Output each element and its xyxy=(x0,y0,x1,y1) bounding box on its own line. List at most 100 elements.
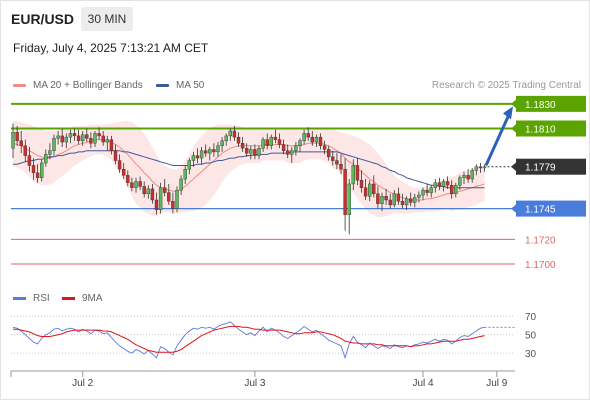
rsi-line xyxy=(12,321,485,360)
candle-body xyxy=(179,178,183,191)
candle-body xyxy=(445,181,450,186)
candle-body xyxy=(335,160,339,165)
candle-body xyxy=(48,150,52,155)
candle-body xyxy=(228,130,233,137)
current-label-pointer-1.1779 xyxy=(511,161,517,172)
resistance-label-1.1810: 1.1810 xyxy=(525,125,556,136)
x-tick-label-Jul 3: Jul 3 xyxy=(244,378,266,389)
candle-body xyxy=(19,140,23,146)
candle-body xyxy=(343,168,347,215)
candle-body xyxy=(31,165,36,174)
candle-body xyxy=(64,136,69,143)
candle-body xyxy=(80,134,85,142)
rsi-tick-label-50: 50 xyxy=(525,331,537,342)
candle-body xyxy=(331,156,335,161)
candle-body xyxy=(97,133,101,137)
candle-body xyxy=(384,196,388,201)
resistance-label-1.1830: 1.1830 xyxy=(525,100,556,111)
ma50-legend-label: MA 50 xyxy=(176,80,205,91)
candle-body xyxy=(167,192,171,202)
x-tick-label-Jul 4: Jul 4 xyxy=(412,378,434,389)
candle-body xyxy=(339,164,343,170)
chart-header: EUR/USD 30 MIN xyxy=(0,0,590,36)
candle-body xyxy=(93,133,97,144)
candle-body xyxy=(203,150,208,154)
candle-body xyxy=(146,188,151,195)
candle-body xyxy=(35,172,40,178)
rsi-swatch xyxy=(13,297,26,300)
candle-body xyxy=(318,136,323,146)
candle-body xyxy=(314,136,319,143)
candle-body xyxy=(376,193,380,204)
candle-body xyxy=(298,140,302,146)
candle-body xyxy=(68,133,73,138)
candle-body xyxy=(372,183,376,195)
x-tick-label-Jul 9: Jul 9 xyxy=(486,378,508,389)
rsi-tick-label-70: 70 xyxy=(525,312,537,323)
candle-body xyxy=(158,187,163,211)
candle-body xyxy=(425,189,429,193)
candle-body xyxy=(154,199,159,211)
candle-body xyxy=(183,168,187,180)
candle-body xyxy=(290,150,294,155)
candle-body xyxy=(322,145,327,150)
rsi-legend-label: RSI xyxy=(33,293,50,304)
candle-body xyxy=(126,175,130,183)
candle-body xyxy=(380,196,384,204)
rsi-tick-label-30: 30 xyxy=(525,349,537,360)
candle-body xyxy=(302,133,306,142)
candle-body xyxy=(388,199,392,206)
bollinger-legend-label: MA 20 + Bollinger Bands xyxy=(33,80,143,91)
candle-body xyxy=(85,134,89,139)
candle-body xyxy=(273,136,278,140)
candle-body xyxy=(208,149,212,154)
current-label-1.1779: 1.1779 xyxy=(525,163,556,174)
candle-body xyxy=(433,182,437,188)
candle-body xyxy=(212,149,216,153)
candle-body xyxy=(109,139,114,151)
pivot-label-pointer-1.1745 xyxy=(511,203,517,214)
candle-body xyxy=(327,149,331,158)
candle-body xyxy=(216,145,220,153)
candle-body xyxy=(236,136,241,144)
candle-body xyxy=(249,149,253,154)
candle-body xyxy=(195,155,200,159)
candle-body xyxy=(76,135,81,142)
candle-body xyxy=(269,136,273,146)
ma50-swatch xyxy=(156,84,169,87)
candle-body xyxy=(470,170,474,180)
candle-body xyxy=(462,175,466,178)
candle-body xyxy=(232,130,237,138)
candle-body xyxy=(261,139,265,149)
candle-body xyxy=(162,187,167,193)
candles-group xyxy=(11,123,487,235)
candle-body xyxy=(421,189,425,196)
candle-body xyxy=(413,197,417,203)
candle-body xyxy=(363,187,368,197)
resistance-label-pointer-1.1810 xyxy=(511,123,517,134)
candle-body xyxy=(142,186,146,195)
candle-body xyxy=(138,181,142,187)
candle-body xyxy=(150,188,155,201)
candle-body xyxy=(429,187,433,193)
candle-body xyxy=(220,140,224,146)
rsi-ma-swatch xyxy=(62,297,75,300)
candle-body xyxy=(281,144,286,151)
candle-body xyxy=(392,193,396,206)
candle-body xyxy=(257,148,261,156)
candle-body xyxy=(265,139,269,146)
timeframe-button[interactable]: 30 MIN xyxy=(81,7,133,31)
candle-body xyxy=(474,166,478,171)
support-label-1.1700: 1.1700 xyxy=(525,260,556,271)
legend-bollinger: MA 20 + Bollinger Bands xyxy=(13,80,143,91)
candle-body xyxy=(105,139,110,143)
rsi-ma-legend-label: 9MA xyxy=(82,293,103,304)
candle-body xyxy=(310,136,314,143)
forecast-arrow-head xyxy=(503,106,513,120)
current-label-box-1.1779 xyxy=(516,158,586,175)
forecast-arrow-shaft xyxy=(485,110,512,166)
candle-body xyxy=(244,148,249,154)
legend-rsi-ma: 9MA xyxy=(62,293,103,304)
support-label-1.1720: 1.1720 xyxy=(525,235,556,246)
